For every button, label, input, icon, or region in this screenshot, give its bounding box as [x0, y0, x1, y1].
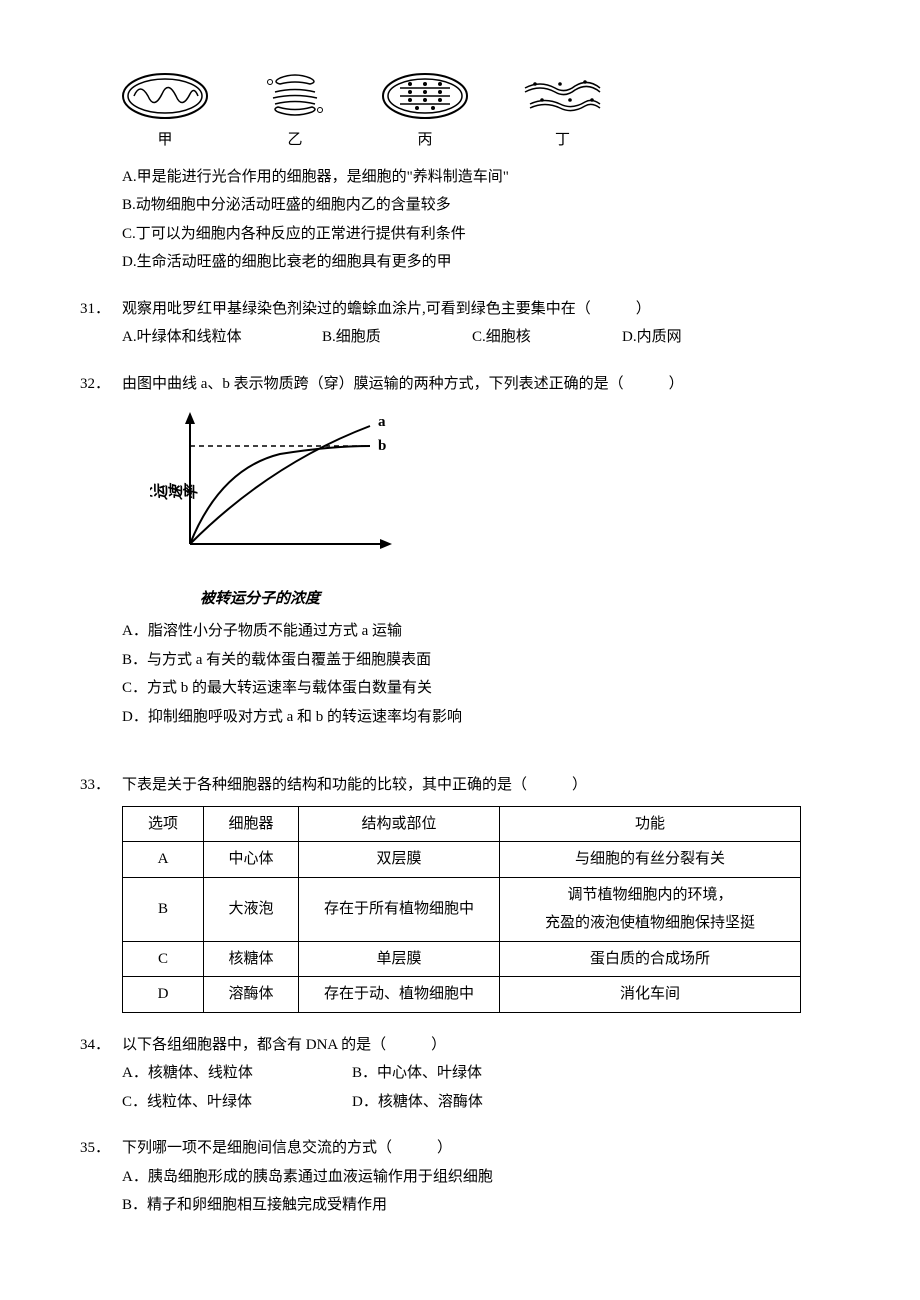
- question-31: 31． 观察用吡罗红甲基绿染色剂染过的蟾蜍血涂片,可看到绿色主要集中在（ ） A…: [80, 295, 840, 352]
- q31-option-b[interactable]: B.细胞质: [322, 323, 472, 352]
- th-option: 选项: [123, 806, 204, 842]
- q32-option-a[interactable]: A．脂溶性小分子物质不能通过方式 a 运输: [122, 617, 402, 646]
- q34-option-c[interactable]: C．线粒体、叶绿体: [122, 1088, 352, 1117]
- q35-number: 35．: [80, 1134, 122, 1163]
- organelle-bing: 丙: [380, 70, 470, 155]
- q31-option-c[interactable]: C.细胞核: [472, 323, 622, 352]
- q34-option-b[interactable]: B．中心体、叶绿体: [352, 1059, 582, 1088]
- th-structure: 结构或部位: [299, 806, 500, 842]
- q30-option-b[interactable]: B.动物细胞中分泌活动旺盛的细胞内乙的含量较多: [122, 191, 451, 220]
- question-35: 35． 下列哪一项不是细胞间信息交流的方式（ ） A．胰岛细胞形成的胰岛素通过血…: [80, 1134, 840, 1220]
- q32-option-b[interactable]: B．与方式 a 有关的载体蛋白覆盖于细胞膜表面: [122, 646, 431, 675]
- q30-organelle-figure: 甲 乙 丙: [120, 70, 840, 155]
- q31-option-d[interactable]: D.内质网: [622, 323, 772, 352]
- q30-option-c[interactable]: C.丁可以为细胞内各种反应的正常进行提供有利条件: [122, 220, 466, 249]
- fig-label-yi: 乙: [287, 126, 302, 155]
- q35-option-b[interactable]: B．精子和卵细胞相互接触完成受精作用: [122, 1191, 387, 1220]
- fig-label-jia: 甲: [157, 126, 172, 155]
- q31-number: 31．: [80, 295, 122, 324]
- q34-stem: 以下各组细胞器中，都含有 DNA 的是（ ）: [122, 1031, 446, 1060]
- q32-transport-chart: a b 转运速率 被转运分子的浓度: [150, 404, 840, 613]
- q32-number: 32．: [80, 370, 122, 399]
- organelle-jia: 甲: [120, 70, 210, 155]
- q31-option-a[interactable]: A.叶绿体和线粒体: [122, 323, 322, 352]
- fig-label-ding: 丁: [555, 126, 570, 155]
- th-function: 功能: [500, 806, 801, 842]
- q32-chart-xlabel: 被转运分子的浓度: [200, 585, 840, 614]
- q30-option-d[interactable]: D.生命活动旺盛的细胞比衰老的细胞具有更多的甲: [122, 248, 452, 277]
- table-row: B 大液泡 存在于所有植物细胞中 调节植物细胞内的环境， 充盈的液泡使植物细胞保…: [123, 877, 801, 941]
- table-row: A 中心体 双层膜 与细胞的有丝分裂有关: [123, 842, 801, 878]
- organelle-ding: 丁: [520, 70, 605, 155]
- q32-option-d[interactable]: D．抑制细胞呼吸对方式 a 和 b 的转运速率均有影响: [122, 703, 462, 732]
- q32-stem: 由图中曲线 a、b 表示物质跨（穿）膜运输的两种方式，下列表述正确的是（ ）: [122, 370, 684, 399]
- question-33: 33． 下表是关于各种细胞器的结构和功能的比较，其中正确的是（ ） 选项 细胞器…: [80, 771, 840, 1013]
- organelle-yi: 乙: [260, 70, 330, 155]
- table-header-row: 选项 细胞器 结构或部位 功能: [123, 806, 801, 842]
- q34-option-a[interactable]: A．核糖体、线粒体: [122, 1059, 352, 1088]
- q32-option-c[interactable]: C．方式 b 的最大转运速率与载体蛋白数量有关: [122, 674, 432, 703]
- fig-label-bing: 丙: [417, 126, 432, 155]
- q34-number: 34．: [80, 1031, 122, 1060]
- q33-number: 33．: [80, 771, 122, 800]
- q35-option-a[interactable]: A．胰岛细胞形成的胰岛素通过血液运输作用于组织细胞: [122, 1163, 493, 1192]
- svg-text:b: b: [378, 438, 386, 454]
- q31-stem: 观察用吡罗红甲基绿染色剂染过的蟾蜍血涂片,可看到绿色主要集中在（ ）: [122, 295, 651, 324]
- table-row: C 核糖体 单层膜 蛋白质的合成场所: [123, 941, 801, 977]
- table-row: D 溶酶体 存在于动、植物细胞中 消化车间: [123, 977, 801, 1013]
- question-32: 32． 由图中曲线 a、b 表示物质跨（穿）膜运输的两种方式，下列表述正确的是（…: [80, 370, 840, 732]
- q34-option-d[interactable]: D．核糖体、溶酶体: [352, 1088, 582, 1117]
- q33-stem: 下表是关于各种细胞器的结构和功能的比较，其中正确的是（ ）: [122, 771, 587, 800]
- svg-text:转运速率: 转运速率: [150, 486, 198, 504]
- q33-organelle-table: 选项 细胞器 结构或部位 功能 A 中心体 双层膜 与细胞的有丝分裂有关 B 大…: [122, 806, 801, 1013]
- svg-text:a: a: [378, 414, 386, 430]
- th-organelle: 细胞器: [204, 806, 299, 842]
- q35-stem: 下列哪一项不是细胞间信息交流的方式（ ）: [122, 1134, 452, 1163]
- q30-option-a[interactable]: A.甲是能进行光合作用的细胞器，是细胞的"养料制造车间": [122, 163, 509, 192]
- question-34: 34． 以下各组细胞器中，都含有 DNA 的是（ ） A．核糖体、线粒体 B．中…: [80, 1031, 840, 1117]
